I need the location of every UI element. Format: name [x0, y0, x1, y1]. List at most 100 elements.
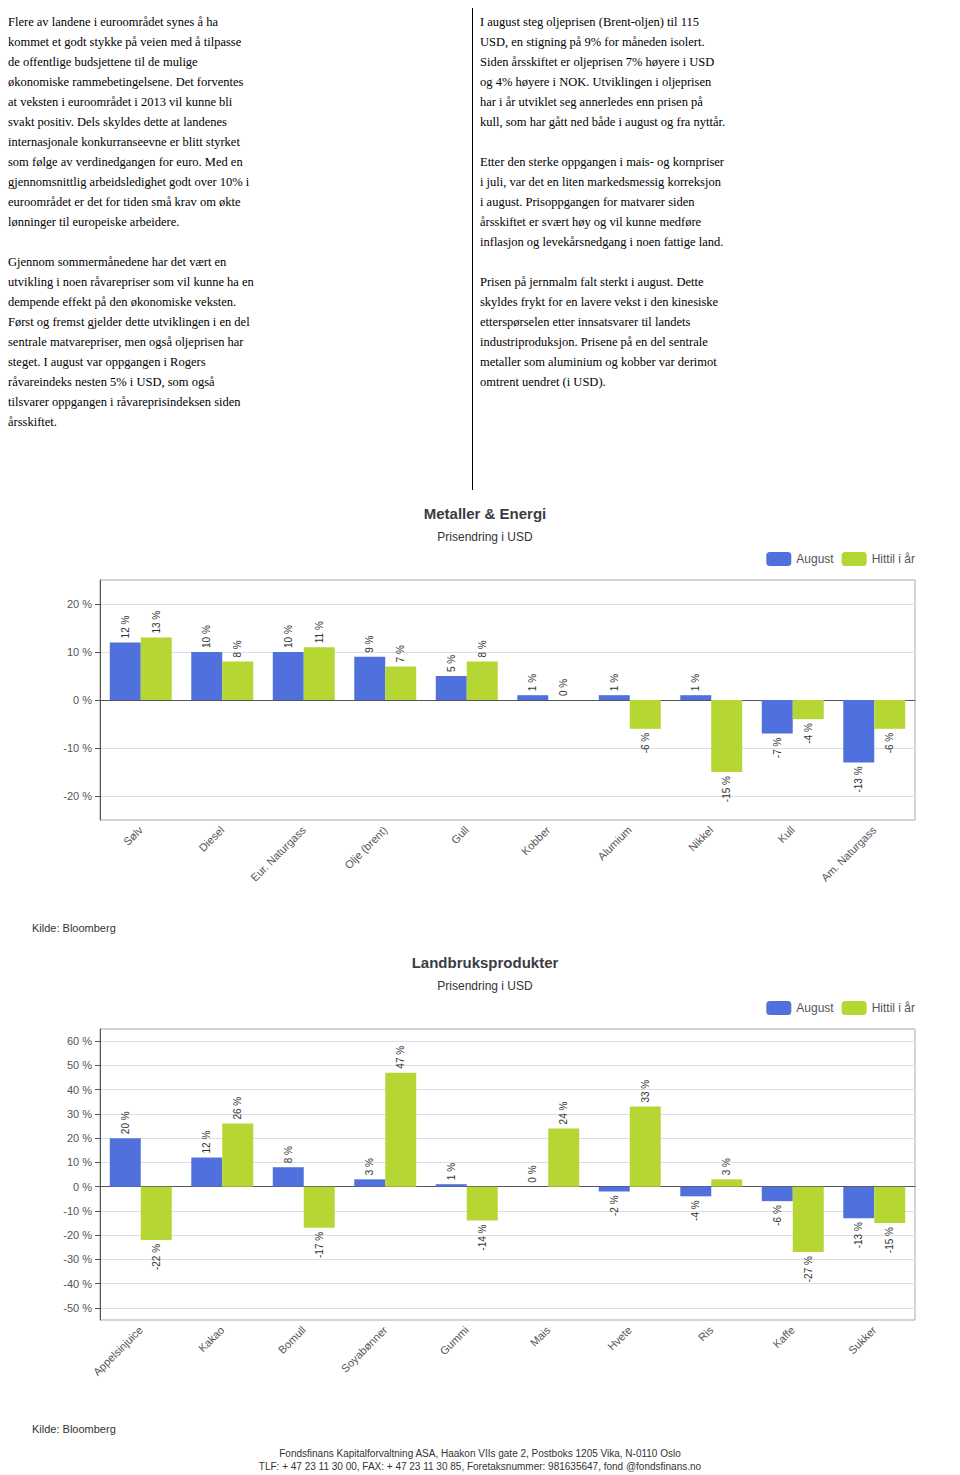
svg-text:8 %: 8 % — [283, 1146, 294, 1163]
html-text:Flere av landene i euroområdet: Flere av landene i euroområdet synes å h… — [8, 15, 218, 29]
svg-text:-6 %: -6 % — [772, 1205, 783, 1226]
html-text:gjennomsnittlig arbeidsledighe: gjennomsnittlig arbeidsledighet godt ove… — [8, 175, 250, 189]
svg-text:13 %: 13 % — [151, 611, 162, 634]
svg-text:3 %: 3 % — [364, 1158, 375, 1175]
svg-text:Metaller & Energi: Metaller & Energi — [424, 505, 547, 522]
svg-text:1 %: 1 % — [527, 674, 538, 691]
svg-text:-30 %: -30 % — [63, 1253, 92, 1265]
svg-text:-15 %: -15 % — [721, 776, 732, 802]
svg-text:-40 %: -40 % — [63, 1278, 92, 1290]
svg-text:24 %: 24 % — [558, 1102, 569, 1125]
svg-text:Nikkel: Nikkel — [686, 824, 716, 854]
svg-text:Eur. Naturgass: Eur. Naturgass — [248, 823, 308, 883]
svg-text:20 %: 20 % — [67, 1132, 92, 1144]
html-text:euroområdet er det for tiden s: euroområdet er det for tiden små krav om… — [8, 195, 241, 209]
svg-text:-2 %: -2 % — [609, 1195, 620, 1216]
svg-text:3 %: 3 % — [721, 1158, 732, 1175]
svg-text:30 %: 30 % — [67, 1108, 92, 1120]
svg-text:50 %: 50 % — [67, 1059, 92, 1071]
svg-text:Gummi: Gummi — [437, 1324, 471, 1358]
svg-text:August: August — [796, 1001, 834, 1015]
svg-text:11 %: 11 % — [314, 621, 325, 643]
svg-text:Hvete: Hvete — [605, 1324, 634, 1353]
svg-text:-50 %: -50 % — [63, 1302, 92, 1314]
html-text:kommet et godt stykke på veien: kommet et godt stykke på veien med å til… — [8, 35, 242, 49]
svg-text:-4 %: -4 % — [803, 723, 814, 744]
svg-text:Appelsinjuice: Appelsinjuice — [91, 1324, 145, 1378]
svg-text:Sølv: Sølv — [121, 823, 145, 847]
svg-text:47 %: 47 % — [395, 1046, 406, 1069]
html-text:lønninger til europeiske arbei: lønninger til europeiske arbeidere. — [8, 215, 180, 229]
svg-text:-4 %: -4 % — [690, 1200, 701, 1221]
html-text:økonomiske rammebetingelsene.: økonomiske rammebetingelsene. Det forven… — [8, 75, 244, 89]
svg-text:Hittil i år: Hittil i år — [872, 1001, 915, 1015]
svg-text:1 %: 1 % — [609, 674, 620, 691]
svg-text:-6 %: -6 % — [640, 733, 651, 754]
svg-text:9 %: 9 % — [364, 635, 375, 652]
svg-text:8 %: 8 % — [477, 640, 488, 657]
svg-text:Prisendring i USD: Prisendring i USD — [437, 530, 533, 544]
svg-text:Sukker: Sukker — [846, 1324, 879, 1357]
svg-text:0 %: 0 % — [558, 679, 569, 696]
svg-text:-15 %: -15 % — [884, 1227, 895, 1253]
svg-text:Kaffe: Kaffe — [771, 1324, 797, 1350]
svg-text:Kull: Kull — [776, 824, 797, 845]
html-text:dempende effekt på den økonomi: dempende effekt på den økonomiske vekste… — [8, 295, 237, 309]
svg-text:-17 %: -17 % — [314, 1232, 325, 1258]
svg-text:20 %: 20 % — [67, 598, 92, 610]
svg-text:-27 %: -27 % — [803, 1256, 814, 1282]
svg-text:Mais: Mais — [528, 1323, 553, 1348]
svg-text:Hittil i år: Hittil i år — [872, 552, 915, 566]
svg-text:-10 %: -10 % — [63, 742, 92, 754]
svg-text:40 %: 40 % — [67, 1084, 92, 1096]
svg-text:-20 %: -20 % — [63, 1229, 92, 1241]
svg-text:Landbruksprodukter: Landbruksprodukter — [412, 954, 559, 971]
svg-text:7 %: 7 % — [395, 645, 406, 662]
svg-text:60 %: 60 % — [67, 1035, 92, 1047]
html-text:svakt positiv. Dels skyldes de: svakt positiv. Dels skyldes dette at lan… — [8, 115, 227, 129]
svg-text:Gull: Gull — [449, 824, 471, 846]
svg-text:1 %: 1 % — [690, 674, 701, 691]
svg-text:26 %: 26 % — [232, 1097, 243, 1120]
svg-text:-14 %: -14 % — [477, 1224, 488, 1250]
svg-text:10 %: 10 % — [67, 1156, 92, 1168]
svg-text:0 %: 0 % — [73, 1181, 92, 1193]
svg-text:-13 %: -13 % — [853, 766, 864, 792]
svg-text:Ris: Ris — [696, 1323, 716, 1343]
html-text:Først og fremst gjelder dette: Først og fremst gjelder dette utviklinge… — [8, 315, 250, 329]
html-text:de offentlige budsjettene til: de offentlige budsjettene til de mulige — [8, 55, 198, 69]
svg-text:-20 %: -20 % — [63, 790, 92, 802]
svg-text:20 %: 20 % — [120, 1111, 131, 1134]
svg-text:Prisendring i USD: Prisendring i USD — [437, 979, 533, 993]
svg-text:Diesel: Diesel — [196, 824, 226, 854]
svg-text:-22 %: -22 % — [151, 1244, 162, 1270]
svg-text:Soyabønner: Soyabønner — [339, 1324, 390, 1375]
svg-text:Alumium: Alumium — [595, 824, 634, 863]
svg-text:August: August — [796, 552, 834, 566]
svg-text:Kobber: Kobber — [519, 824, 553, 858]
svg-text:0 %: 0 % — [73, 694, 92, 706]
svg-text:Bomull: Bomull — [276, 1324, 308, 1356]
svg-text:10 %: 10 % — [283, 625, 294, 648]
html-text:at veksten i euroområdet i 201: at veksten i euroområdet i 2013 vil kunn… — [8, 95, 233, 109]
html-text:som følge av verdinedgangen fo: som følge av verdinedgangen for euro. Me… — [8, 155, 243, 169]
svg-text:-13 %: -13 % — [853, 1222, 864, 1248]
svg-text:-7 %: -7 % — [772, 737, 783, 758]
svg-text:Am. Naturgass: Am. Naturgass — [819, 823, 879, 883]
svg-text:12 %: 12 % — [120, 615, 131, 638]
html-text:Gjennom sommermånedene har det: Gjennom sommermånedene har det vært en — [8, 255, 227, 269]
svg-text:10 %: 10 % — [67, 646, 92, 658]
svg-text:-6 %: -6 % — [884, 733, 895, 754]
svg-text:5 %: 5 % — [446, 655, 457, 672]
svg-text:Kakao: Kakao — [196, 1324, 227, 1355]
svg-text:33 %: 33 % — [640, 1080, 651, 1103]
html-text:internasjonale konkurranseevne: internasjonale konkurranseevne er blitt … — [8, 135, 240, 149]
svg-text:12 %: 12 % — [201, 1131, 212, 1154]
svg-text:Olje (brent): Olje (brent) — [342, 824, 389, 871]
html-text:utvikling i noen råvarepriser: utvikling i noen råvarepriser som vil ku… — [8, 275, 254, 289]
svg-text:10 %: 10 % — [201, 625, 212, 648]
svg-text:1 %: 1 % — [446, 1163, 457, 1180]
svg-text:0 %: 0 % — [527, 1165, 538, 1182]
svg-text:8 %: 8 % — [232, 640, 243, 657]
svg-text:-10 %: -10 % — [63, 1205, 92, 1217]
